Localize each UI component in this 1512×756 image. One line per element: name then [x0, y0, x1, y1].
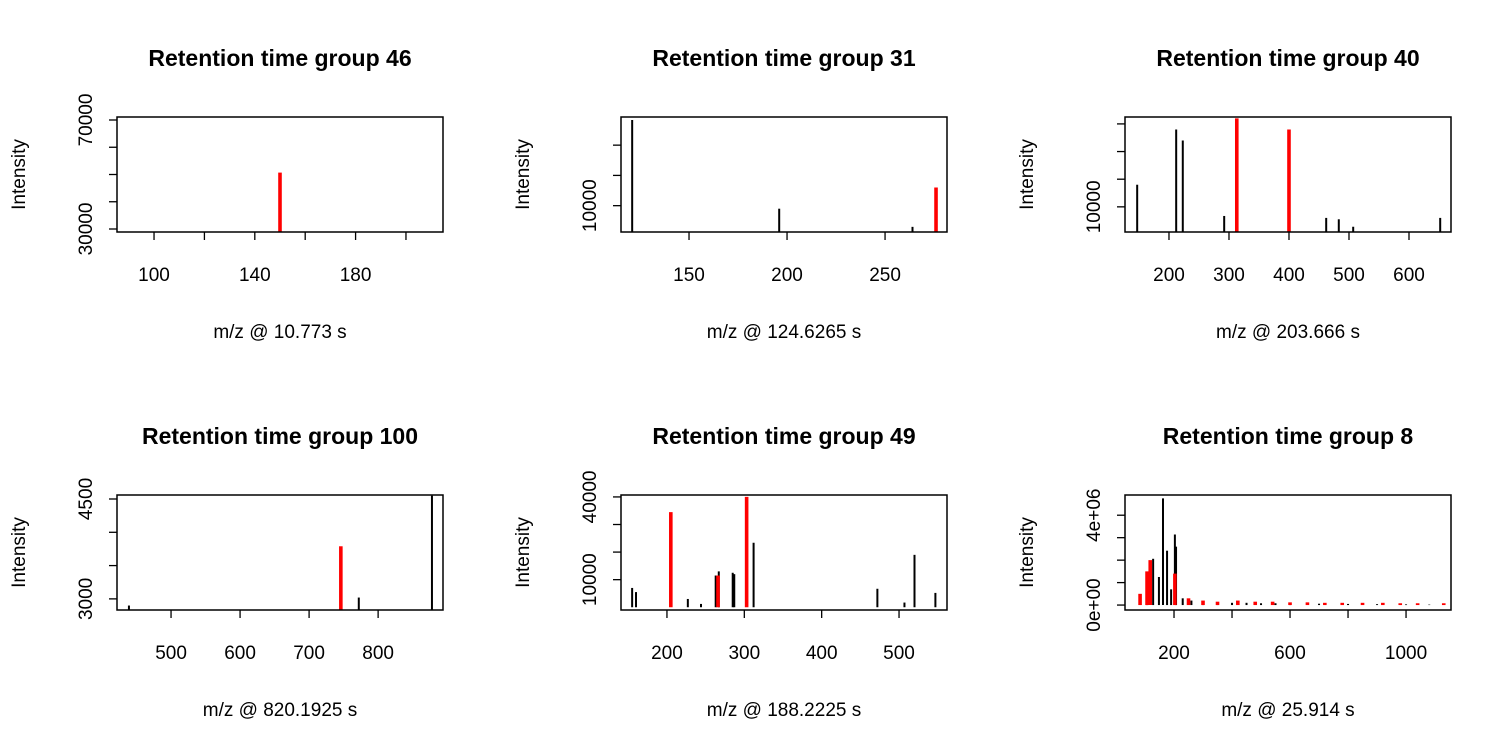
y-tick-label: 10000	[1084, 180, 1105, 233]
x-tick-label: 150	[673, 265, 705, 286]
y-tick-label: 70000	[76, 94, 97, 147]
x-tick-label: 180	[340, 265, 372, 286]
plot-frame	[1124, 116, 1452, 233]
y-tick-label: 10000	[580, 179, 601, 232]
x-tick-label: 300	[728, 643, 760, 664]
x-tick-label: 200	[1153, 265, 1185, 286]
x-tick-label: 200	[651, 643, 683, 664]
y-axis-label: Intensity	[9, 517, 30, 588]
plot-frame	[116, 494, 444, 611]
x-tick-label: 300	[1213, 265, 1245, 286]
chart-title: Retention time group 46	[148, 45, 411, 71]
y-tick-label: 4e+06	[1084, 489, 1105, 542]
y-axis-label: Intensity	[1017, 139, 1038, 210]
x-tick-label: 700	[293, 643, 325, 664]
plot-frame	[1124, 494, 1452, 611]
y-axis-label: Intensity	[513, 517, 534, 588]
plot-area	[631, 120, 938, 232]
plot-area	[1138, 498, 1446, 606]
chart-title: Retention time group 31	[652, 45, 915, 71]
y-tick-label: 40000	[580, 471, 601, 524]
y-axis-label: Intensity	[1017, 517, 1038, 588]
x-tick-label: 400	[806, 643, 838, 664]
x-tick-label: 140	[239, 265, 271, 286]
y-tick-label: 0e+00	[1084, 578, 1105, 631]
plot-area	[127, 495, 433, 610]
chart-title: Retention time group 40	[1156, 45, 1419, 71]
x-tick-label: 500	[1333, 265, 1365, 286]
x-axis-label: m/z @ 25.914 s	[1221, 700, 1354, 721]
plot-frame	[620, 116, 948, 233]
y-axis-label: Intensity	[9, 139, 30, 210]
x-axis-label: m/z @ 820.1925 s	[203, 700, 357, 721]
x-tick-label: 400	[1273, 265, 1305, 286]
chart-title: Retention time group 8	[1163, 423, 1414, 449]
x-axis-label: m/z @ 203.666 s	[1216, 322, 1360, 343]
x-tick-label: 200	[771, 265, 803, 286]
x-tick-label: 1000	[1385, 643, 1427, 664]
x-axis-label: m/z @ 10.773 s	[213, 322, 346, 343]
x-tick-label: 600	[1274, 643, 1306, 664]
x-tick-label: 600	[224, 643, 256, 664]
x-tick-label: 600	[1393, 265, 1425, 286]
x-tick-label: 250	[869, 265, 901, 286]
x-axis-label: m/z @ 188.2225 s	[707, 700, 861, 721]
y-tick-label: 30000	[76, 203, 97, 256]
y-tick-label: 4500	[76, 478, 97, 520]
plot-frame	[116, 116, 444, 233]
plot-area	[631, 496, 937, 608]
x-tick-label: 800	[362, 643, 394, 664]
x-axis-label: m/z @ 124.6265 s	[707, 322, 861, 343]
chart-title: Retention time group 100	[142, 423, 418, 449]
y-tick-label: 10000	[580, 553, 601, 606]
y-axis-label: Intensity	[513, 139, 534, 210]
plot-frame	[620, 494, 948, 611]
x-tick-label: 500	[155, 643, 187, 664]
y-tick-label: 3000	[76, 578, 97, 620]
x-tick-label: 100	[138, 265, 170, 286]
x-tick-label: 200	[1158, 643, 1190, 664]
chart-title: Retention time group 49	[652, 423, 915, 449]
x-tick-label: 500	[883, 643, 915, 664]
plot-area	[1136, 118, 1442, 232]
